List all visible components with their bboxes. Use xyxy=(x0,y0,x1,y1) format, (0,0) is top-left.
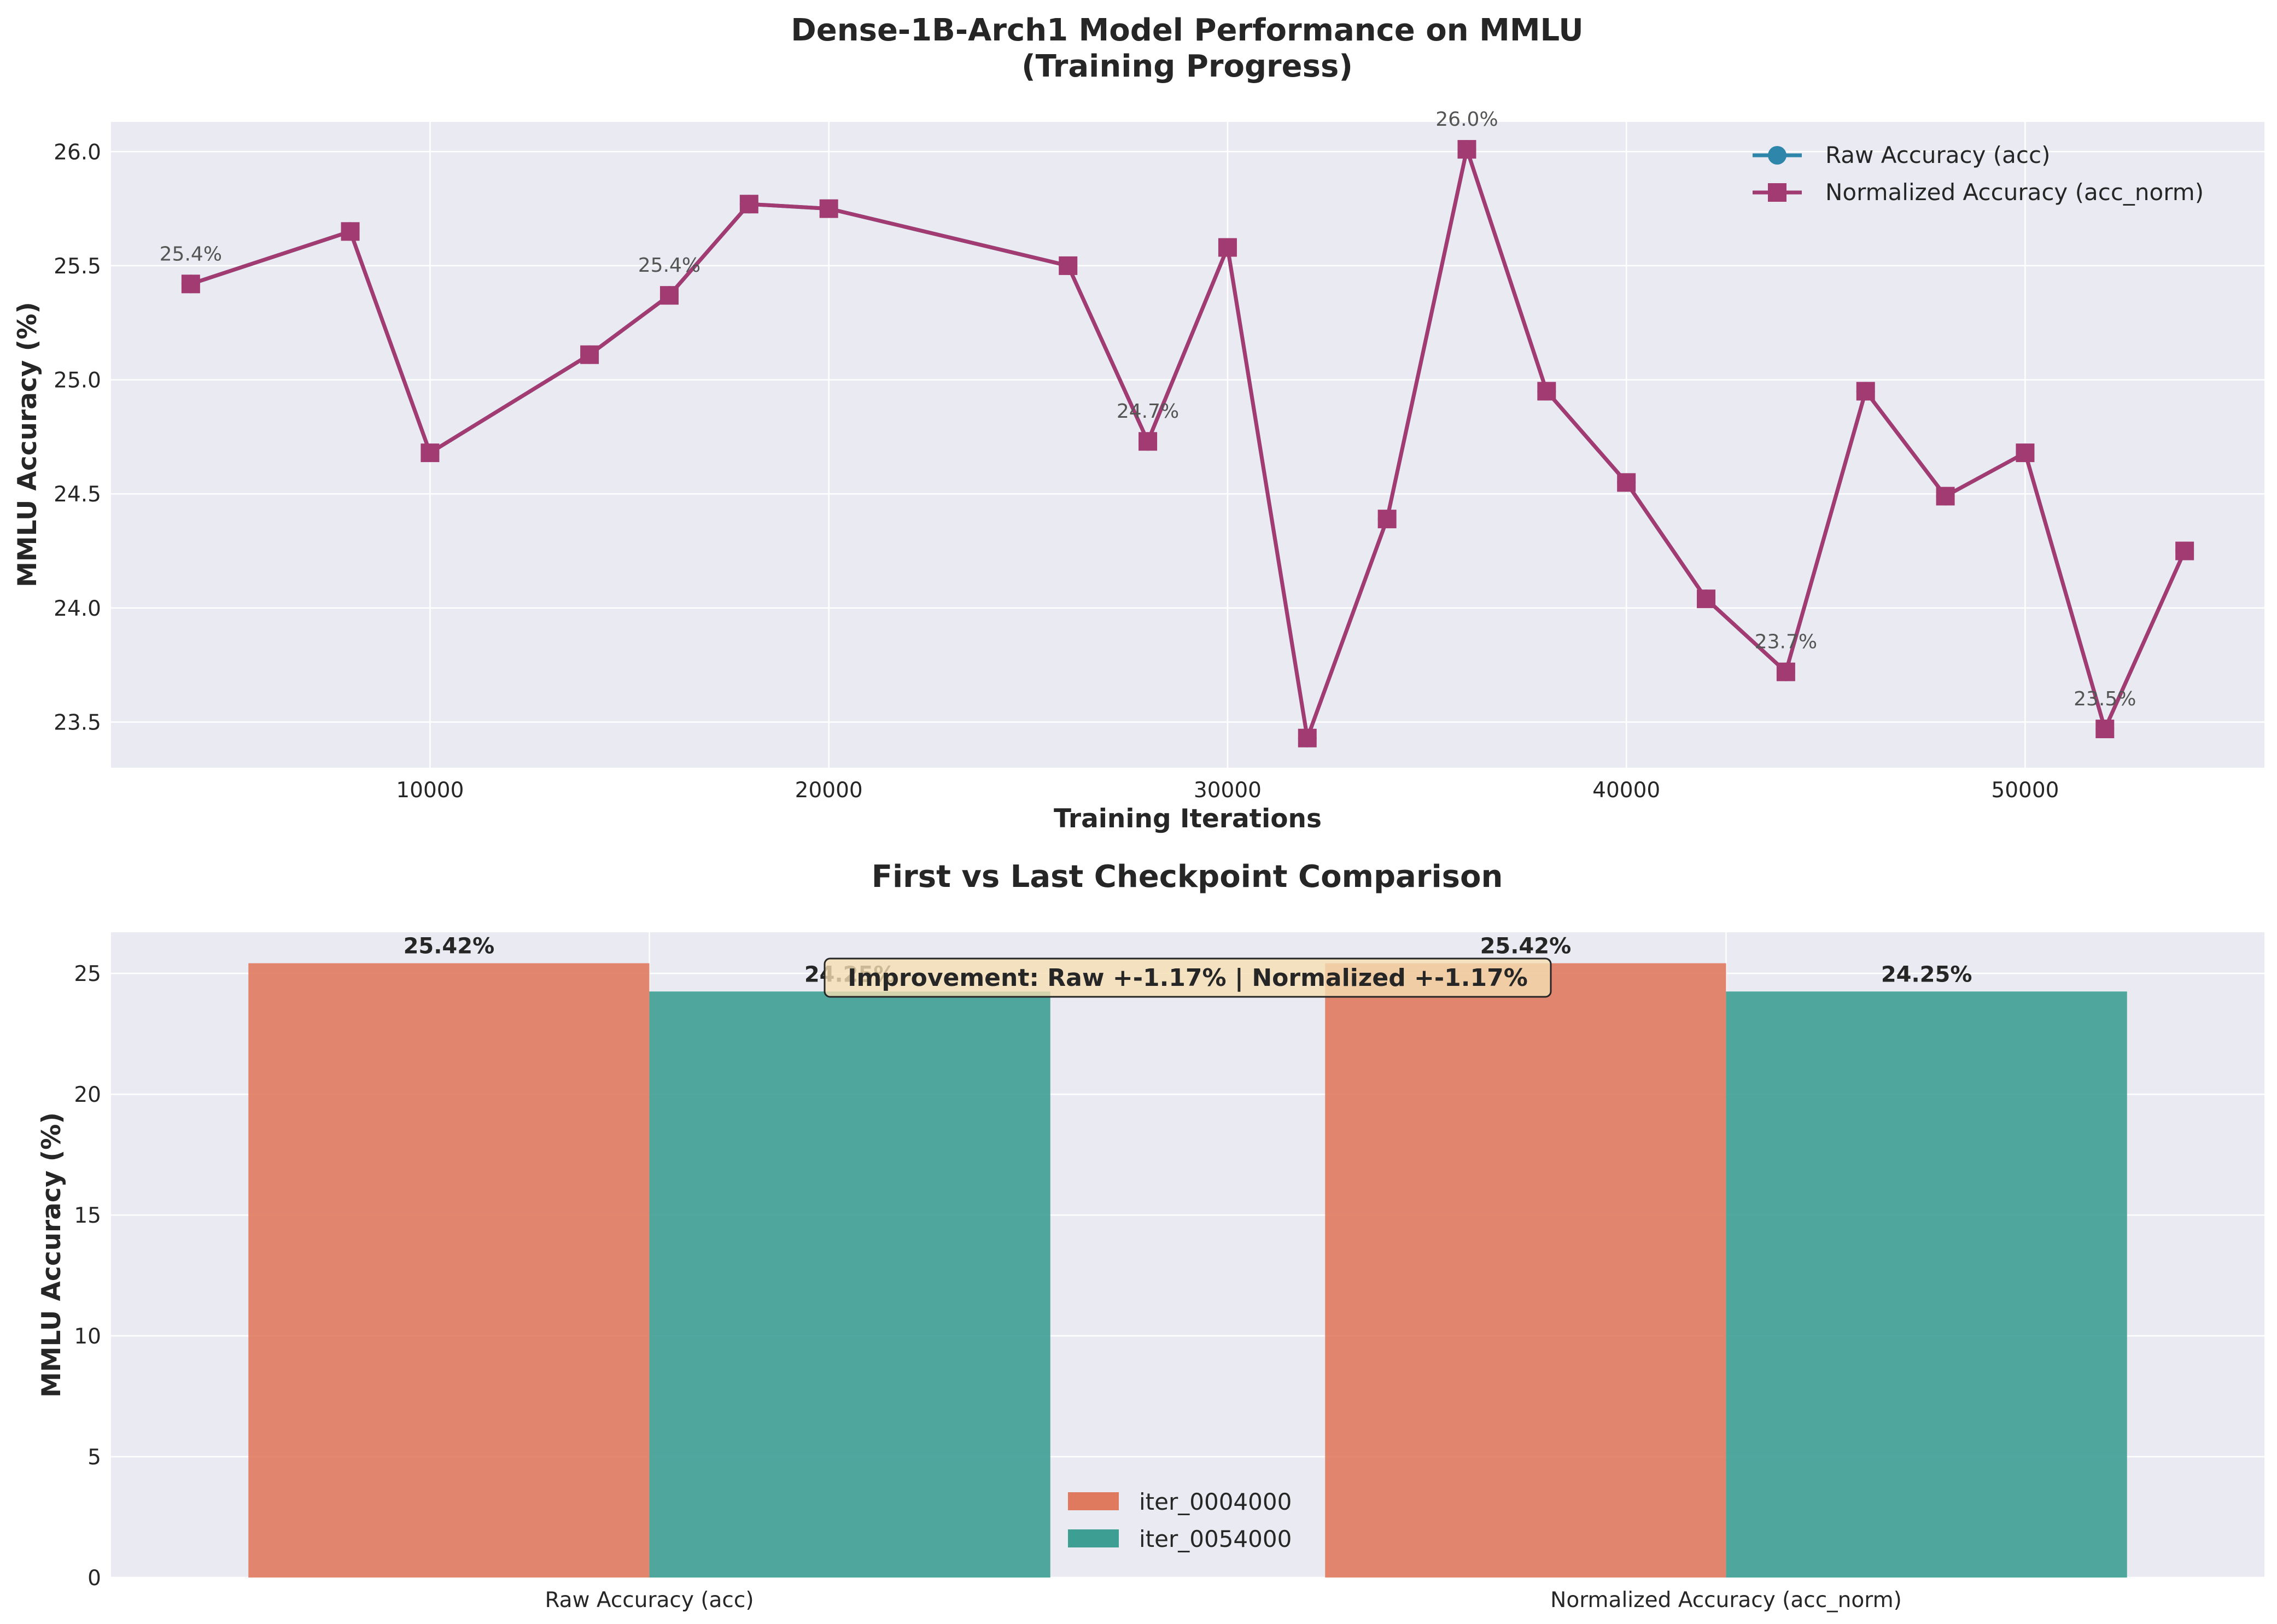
line-chart-series xyxy=(181,140,2194,747)
normalized-accuracy-point xyxy=(1138,432,1158,451)
normalized-accuracy-point xyxy=(421,443,440,463)
normalized-accuracy-point xyxy=(1059,256,1078,275)
y-tick-label: 10 xyxy=(74,1324,101,1349)
x-tick-label: Normalized Accuracy (acc_norm) xyxy=(1550,1588,1902,1613)
bar-first-checkpoint xyxy=(1325,963,1726,1578)
legend-marker-normalized xyxy=(1768,183,1786,202)
bar-value-label: 25.42% xyxy=(1480,934,1572,959)
legend-item-normalized: Normalized Accuracy (acc_norm) xyxy=(1753,179,2204,206)
improvement-text: Improvement: Raw +-1.17% | Normalized +-… xyxy=(848,964,1528,992)
point-annotation: 24.7% xyxy=(1117,400,1179,423)
normalized-accuracy-point xyxy=(2175,541,2194,560)
legend-label-normalized: Normalized Accuracy (acc_norm) xyxy=(1825,179,2204,206)
x-tick-label: 40000 xyxy=(1592,778,1660,803)
normalized-accuracy-point xyxy=(819,199,838,218)
legend-marker-raw xyxy=(1768,146,1786,165)
x-tick-label: Raw Accuracy (acc) xyxy=(545,1588,754,1613)
line-chart-y-ticks: 23.5 24.0 24.5 25.0 25.5 26.0 xyxy=(54,140,101,735)
line-chart-annotations: 25.4% 25.4% 24.7% 26.0% 23.7% 23.5% xyxy=(160,108,2136,710)
x-tick-label: 20000 xyxy=(795,778,863,803)
normalized-accuracy-point xyxy=(580,345,599,364)
normalized-accuracy-point xyxy=(1537,382,1556,401)
normalized-accuracy-point xyxy=(1776,662,1795,681)
point-annotation: 25.4% xyxy=(638,254,700,277)
line-chart-grid xyxy=(111,122,2264,768)
y-tick-label: 25 xyxy=(74,962,101,986)
point-annotation: 25.4% xyxy=(160,243,222,265)
y-tick-label: 26.0 xyxy=(54,140,101,165)
y-tick-label: 25.0 xyxy=(54,369,101,393)
bar-chart-x-ticks: Raw Accuracy (acc) Normalized Accuracy (a… xyxy=(545,1588,1901,1613)
line-chart: 10000 20000 30000 40000 50000 23.5 24.0 24.5 25… xyxy=(13,108,2264,834)
bar-chart-y-axis-label: MMLU Accuracy (%) xyxy=(37,1112,67,1398)
legend-label-last: iter_0054000 xyxy=(1139,1526,1292,1552)
normalized-accuracy-point xyxy=(181,274,200,294)
y-tick-label: 15 xyxy=(74,1204,101,1228)
normalized-accuracy-point xyxy=(1856,382,1875,401)
bar-last-checkpoint xyxy=(1726,991,2127,1578)
y-tick-label: 25.5 xyxy=(54,254,101,279)
y-tick-label: 24.5 xyxy=(54,482,101,507)
normalized-accuracy-point xyxy=(1377,510,1397,529)
line-chart-y-axis-label: MMLU Accuracy (%) xyxy=(13,302,43,587)
bar-value-label: 24.25% xyxy=(1881,962,1972,987)
x-tick-label: 10000 xyxy=(396,778,464,803)
bar-chart-bars: 25.42%24.25%25.42%24.25% xyxy=(248,934,2127,1578)
improvement-annotation: Improvement: Raw +-1.17% | Normalized +-… xyxy=(824,957,1552,998)
normalized-accuracy-line xyxy=(190,147,2187,740)
normalized-accuracy-point xyxy=(1457,140,1476,159)
legend-swatch-first xyxy=(1068,1492,1119,1510)
y-tick-label: 20 xyxy=(74,1083,101,1107)
x-tick-label: 50000 xyxy=(1991,778,2059,803)
normalized-accuracy-point xyxy=(2016,443,2035,463)
legend-label-first: iter_0004000 xyxy=(1139,1488,1292,1515)
figure-title-line1: Dense-1B-Arch1 Model Performance on MMLU xyxy=(791,13,1583,48)
legend-swatch-last xyxy=(1068,1529,1119,1547)
normalized-accuracy-point xyxy=(1617,473,1636,492)
point-annotation: 26.0% xyxy=(1435,108,1498,131)
legend-item-raw: Raw Accuracy (acc) xyxy=(1753,142,2051,168)
bar-chart-legend: iter_0004000 iter_0054000 xyxy=(1068,1488,1292,1552)
line-chart-x-ticks: 10000 20000 30000 40000 50000 xyxy=(396,778,2059,803)
y-tick-label: 5 xyxy=(87,1445,101,1470)
bar-value-label: 25.42% xyxy=(404,934,495,959)
line-chart-legend: Raw Accuracy (acc) Normalized Accuracy (… xyxy=(1753,142,2204,206)
y-tick-label: 0 xyxy=(87,1566,101,1591)
bar-chart: First vs Last Checkpoint Comparison 0 5 10… xyxy=(37,859,2264,1613)
bar-chart-title: First vs Last Checkpoint Comparison xyxy=(872,859,1503,895)
legend-label-raw: Raw Accuracy (acc) xyxy=(1825,142,2051,168)
point-annotation: 23.5% xyxy=(2074,688,2136,710)
normalized-accuracy-point xyxy=(739,195,758,214)
normalized-accuracy-point xyxy=(1936,487,1955,506)
normalized-accuracy-point xyxy=(1697,589,1716,609)
improvement-box xyxy=(824,957,1552,998)
normalized-accuracy-point xyxy=(2095,720,2115,739)
x-tick-label: 30000 xyxy=(1194,778,1262,803)
normalized-accuracy-point xyxy=(659,286,679,305)
line-chart-x-axis-label: Training Iterations xyxy=(1054,804,1322,834)
point-annotation: 23.7% xyxy=(1755,631,1817,653)
bar-last-checkpoint xyxy=(649,991,1050,1578)
y-tick-label: 24.0 xyxy=(54,597,101,621)
y-tick-label: 23.5 xyxy=(54,711,101,735)
normalized-accuracy-point xyxy=(1298,728,1317,747)
figure-title-line2: (Training Progress) xyxy=(1021,49,1353,84)
bar-first-checkpoint xyxy=(248,963,650,1578)
normalized-accuracy-point xyxy=(1218,238,1237,257)
normalized-accuracy-point xyxy=(341,222,360,241)
bar-chart-y-ticks: 0 5 10 15 20 25 xyxy=(74,962,101,1591)
